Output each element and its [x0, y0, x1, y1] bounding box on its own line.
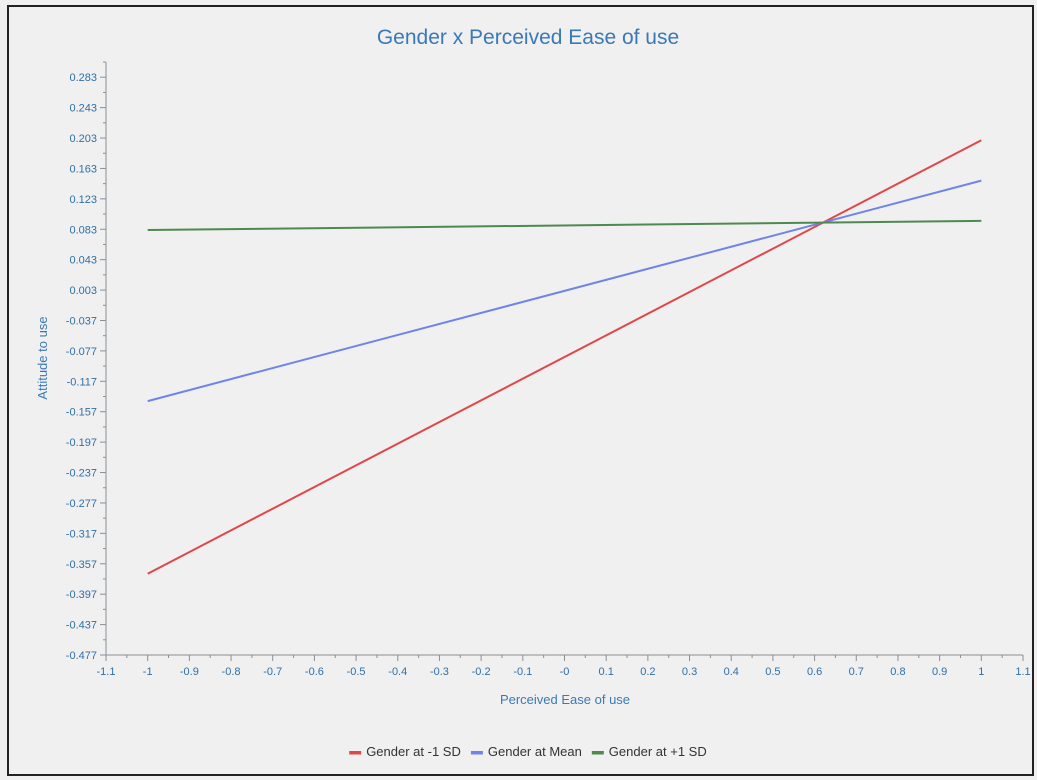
x-tick-label: -0.4 [388, 666, 407, 678]
y-tick-label: 0.043 [69, 255, 97, 267]
y-tick-label: 0.203 [69, 133, 97, 145]
x-tick-label: 0.3 [682, 666, 697, 678]
y-tick-label: -0.157 [66, 407, 97, 419]
legend-swatch [349, 751, 362, 755]
legend-swatch [591, 751, 604, 755]
y-tick-label: -0.077 [66, 346, 97, 358]
x-tick-label: 0.6 [807, 666, 822, 678]
legend-item: Gender at -1 SD [349, 744, 461, 759]
y-tick-label: 0.003 [69, 285, 97, 297]
x-tick-label: 1 [978, 666, 984, 678]
y-tick-label: 0.083 [69, 224, 97, 236]
legend-item: Gender at Mean [470, 744, 582, 759]
x-tick-label: -0.1 [513, 666, 532, 678]
chart-title: Gender x Perceived Ease of use [377, 26, 679, 49]
legend-label: Gender at Mean [488, 744, 582, 759]
x-tick-label: -0.9 [180, 666, 199, 678]
legend-label: Gender at -1 SD [366, 744, 461, 759]
x-tick-label: 0.8 [890, 666, 905, 678]
y-tick-label: -0.117 [67, 376, 97, 388]
x-tick-label: -1.1 [97, 666, 116, 678]
y-tick-label: -0.477 [66, 650, 97, 662]
x-axis: -1.1 -1 -0.9 -0.8 -0.7 -0.6 -0.5 -0.4 -0.3 -0.2 -0… [97, 654, 1031, 678]
y-tick-label: 0.283 [69, 72, 97, 84]
x-tick-label: 0.2 [640, 666, 655, 678]
x-tick-label: 0.1 [599, 666, 614, 678]
y-tick-label: -0.277 [66, 498, 97, 510]
x-tick-label: -0.8 [222, 666, 241, 678]
y-axis: -0.477 -0.437 -0.397 -0.357 -0.317 -0.277 -0.2… [66, 61, 107, 662]
x-tick-label: -0 [560, 666, 570, 678]
x-tick-label: 0.9 [932, 666, 947, 678]
x-tick-label: 0.4 [724, 666, 739, 678]
series-line-gender-at-mean [147, 179, 982, 403]
series-layer [147, 139, 982, 575]
y-tick-label: -0.197 [66, 437, 97, 449]
x-tick-label: -0.5 [347, 666, 366, 678]
x-tick-label: 0.5 [765, 666, 780, 678]
y-tick-label: -0.397 [66, 589, 97, 601]
x-tick-label: -0.6 [305, 666, 324, 678]
y-tick-label: -0.437 [66, 620, 97, 632]
series-line-gender-at-1-sd [147, 139, 982, 575]
y-tick-label: 0.123 [69, 194, 97, 206]
y-tick-label: 0.163 [69, 163, 97, 175]
y-tick-label: 0.243 [69, 103, 97, 115]
x-tick-label: -0.7 [263, 666, 282, 678]
x-tick-label: -1 [143, 666, 153, 678]
legend: Gender at -1 SD Gender at Mean Gender at +… [349, 744, 707, 759]
x-tick-label: 1.1 [1015, 666, 1030, 678]
x-tick-label: 0.7 [849, 666, 864, 678]
y-tick-label: -0.317 [66, 528, 97, 540]
y-tick-label: -0.237 [66, 468, 97, 480]
chart-frame [7, 5, 1034, 776]
x-axis-label: Perceived Ease of use [500, 692, 630, 707]
legend-label: Gender at +1 SD [609, 744, 707, 759]
legend-swatch [470, 751, 483, 755]
x-tick-label: -0.2 [472, 666, 491, 678]
y-axis-label: Attitude to use [35, 316, 50, 399]
x-tick-label: -0.3 [430, 666, 449, 678]
y-tick-label: -0.037 [66, 315, 97, 327]
series-line-gender-at-1-sd [147, 219, 982, 231]
y-tick-label: -0.357 [66, 559, 97, 571]
legend-item: Gender at +1 SD [591, 744, 707, 759]
